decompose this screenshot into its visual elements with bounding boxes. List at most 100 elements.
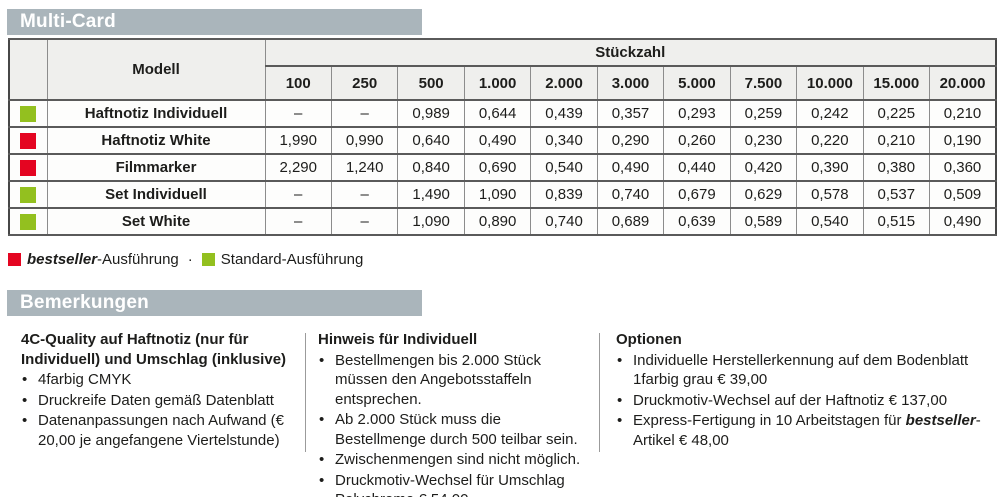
price-cell: 0,210	[862, 126, 931, 155]
table-row: Filmmarker 2,290 1,240 0,840 0,690 0,540 0,490…	[8, 153, 997, 182]
price-cell: 0,340	[530, 126, 598, 155]
price-cell: 1,490	[397, 180, 465, 209]
model-name: Set Individuell	[46, 180, 266, 209]
price-cell: 0,490	[596, 153, 665, 182]
price-cell: 0,644	[463, 99, 532, 128]
quantity-group-header: Stückzahl	[264, 38, 997, 67]
note-column-hinweis: Hinweis für Individuell Bestellmengen bi…	[318, 330, 594, 497]
table-row: Haftnotiz White 1,990 0,990 0,640 0,490 0,340…	[8, 126, 997, 155]
note-list: Individuelle Herstellerkennung auf dem B…	[616, 351, 986, 451]
standard-swatch-icon	[201, 253, 215, 266]
price-cell: 0,689	[596, 207, 665, 236]
table-row: Set Individuell – –1,490 1,090 0,839 0,740 0,6…	[8, 180, 997, 209]
note-title: 4C-Quality auf Haftnotiz (nur für Indivi…	[21, 331, 287, 368]
row-type-cell	[8, 207, 48, 236]
model-column-header: Modell	[46, 38, 266, 101]
price-cell: 1,090	[397, 207, 465, 236]
price-cell: 0,360	[929, 153, 997, 182]
model-name: Filmmarker	[46, 153, 266, 182]
price-cell: 2,290	[264, 153, 332, 182]
legend: bestseller-Ausführung · Standard-Ausführ…	[8, 251, 363, 268]
price-table: Modell Stückzahl 100 250 500 1.000 2.000 3.00…	[8, 38, 997, 236]
price-cell: 0,989	[397, 99, 465, 128]
price-cell: 0,740	[596, 180, 665, 209]
price-cell: 0,640	[397, 126, 465, 155]
note-list: Bestellmengen bis 2.000 Stück müssen den…	[318, 351, 594, 497]
price-cell: 0,537	[862, 180, 931, 209]
swatch-column-header	[8, 38, 48, 101]
price-cell: 0,540	[796, 207, 864, 236]
row-type-cell	[8, 99, 48, 128]
price-cell: 0,589	[729, 207, 798, 236]
price-cell: 0,740	[530, 207, 598, 236]
model-name: Haftnotiz Individuell	[46, 99, 266, 128]
legend-standard-label: Standard-Ausführung	[220, 251, 364, 268]
price-cell: 0,210	[929, 99, 997, 128]
price-cell: 0,990	[330, 126, 399, 155]
price-cell: 0,490	[463, 126, 532, 155]
quantity-header: 10.000	[796, 66, 864, 101]
bestseller-swatch-icon	[20, 160, 37, 177]
note-bullet: Zwischenmengen sind nicht möglich.	[318, 450, 594, 470]
legend-bestseller-label: bestseller-Ausführung	[27, 251, 179, 268]
table-row: Haftnotiz Individuell – –0,989 0,644 0,439 0,…	[8, 99, 997, 128]
quantity-header: 2.000	[530, 66, 598, 101]
row-type-cell	[8, 126, 48, 155]
price-table-body: Haftnotiz Individuell – –0,989 0,644 0,439 0,…	[8, 99, 997, 236]
price-cell: 0,439	[530, 99, 598, 128]
column-divider	[305, 333, 306, 452]
price-cell: 0,890	[463, 207, 532, 236]
note-title: Hinweis für Individuell	[318, 331, 478, 348]
quantity-header: 100	[264, 66, 332, 101]
price-cell: 0,639	[663, 207, 731, 236]
note-bullet: Druckreife Daten gemäß Datenblatt	[21, 391, 299, 411]
price-cell: –	[330, 180, 399, 209]
quantity-header: 3.000	[596, 66, 665, 101]
price-cell: 0,293	[663, 99, 731, 128]
note-bullet: Druckmotiv-Wechsel auf der Haftnotiz € 1…	[616, 391, 986, 411]
price-cell: 0,440	[663, 153, 731, 182]
price-cell: 0,578	[796, 180, 864, 209]
price-cell: 0,225	[862, 99, 931, 128]
note-bullet: Bestellmengen bis 2.000 Stück müssen den…	[318, 351, 594, 410]
price-cell: 0,230	[729, 126, 798, 155]
bestseller-swatch-icon	[8, 253, 21, 266]
note-bullet: Individuelle Herstellerkennung auf dem B…	[616, 351, 986, 390]
section-title-multicard: Multi-Card	[7, 9, 422, 35]
price-cell: 0,357	[596, 99, 665, 128]
quantity-header: 1.000	[463, 66, 532, 101]
note-title: Optionen	[616, 331, 682, 348]
row-type-cell	[8, 153, 48, 182]
price-cell: –	[330, 99, 399, 128]
price-cell: –	[264, 207, 332, 236]
price-cell: 0,515	[862, 207, 931, 236]
note-column-optionen: Optionen Individuelle Herstellerkennung …	[616, 330, 986, 450]
quantity-header-row: 100 250 500 1.000 2.000 3.000 5.000 7.500 10.000…	[9, 66, 997, 101]
price-cell: 0,290	[596, 126, 665, 155]
price-cell: 1,240	[330, 153, 399, 182]
price-cell: 0,390	[796, 153, 864, 182]
note-bullet: Datenanpassungen nach Aufwand (€ 20,00 j…	[21, 411, 299, 450]
note-bullet: Ab 2.000 Stück muss die Bestellmenge dur…	[318, 410, 594, 449]
price-cell: 0,490	[929, 207, 997, 236]
price-cell: 0,260	[663, 126, 731, 155]
price-cell: 0,190	[929, 126, 997, 155]
legend-separator: ·	[187, 251, 193, 268]
price-cell: 0,839	[530, 180, 598, 209]
price-cell: –	[264, 180, 332, 209]
price-cell: –	[330, 207, 399, 236]
quantity-header: 250	[330, 66, 399, 101]
price-cell: 0,259	[729, 99, 798, 128]
standard-swatch-icon	[20, 187, 37, 204]
price-cell: 0,380	[862, 153, 931, 182]
price-cell: 0,509	[929, 180, 997, 209]
price-cell: 0,220	[796, 126, 864, 155]
price-cell: 0,629	[729, 180, 798, 209]
note-bullet: Express-Fertigung in 10 Arbeitstagen für…	[616, 411, 986, 450]
note-list: 4farbig CMYKDruckreife Daten gemäß Daten…	[21, 370, 299, 450]
standard-swatch-icon	[20, 106, 37, 123]
standard-swatch-icon	[20, 214, 37, 231]
quantity-header: 500	[397, 66, 465, 101]
price-cell: 0,840	[397, 153, 465, 182]
